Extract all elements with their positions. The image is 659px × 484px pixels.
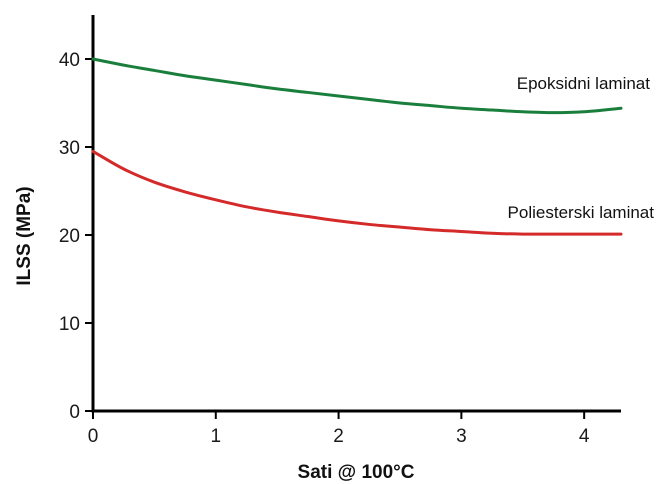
y-tick-label: 0 [69, 402, 80, 423]
series-label-group: Epoksidni laminat Poliesterski laminat [508, 74, 655, 222]
series-label-epoxy: Epoksidni laminat [517, 74, 651, 93]
y-tick-label: 10 [59, 314, 80, 335]
series-line-epoxy [91, 57, 623, 115]
series-layer [91, 57, 623, 236]
x-tick-label: 2 [333, 426, 344, 447]
y-tick-group: 0 10 20 30 40 [59, 50, 93, 423]
series-line-polyester [91, 149, 623, 236]
y-tick-label: 40 [59, 50, 80, 71]
x-tick-label: 0 [88, 426, 99, 447]
y-tick-label: 30 [59, 138, 80, 159]
series-label-polyester: Poliesterski laminat [508, 203, 655, 222]
x-tick-label: 4 [579, 426, 590, 447]
x-tick-label: 1 [211, 426, 222, 447]
y-tick-label: 20 [59, 226, 80, 247]
x-tick-label: 3 [456, 426, 467, 447]
y-axis-title: ILSS (MPa) [14, 186, 35, 285]
x-axis-title: Sati @ 100°C [298, 462, 415, 483]
x-tick-group: 0 1 2 3 4 [88, 411, 590, 447]
